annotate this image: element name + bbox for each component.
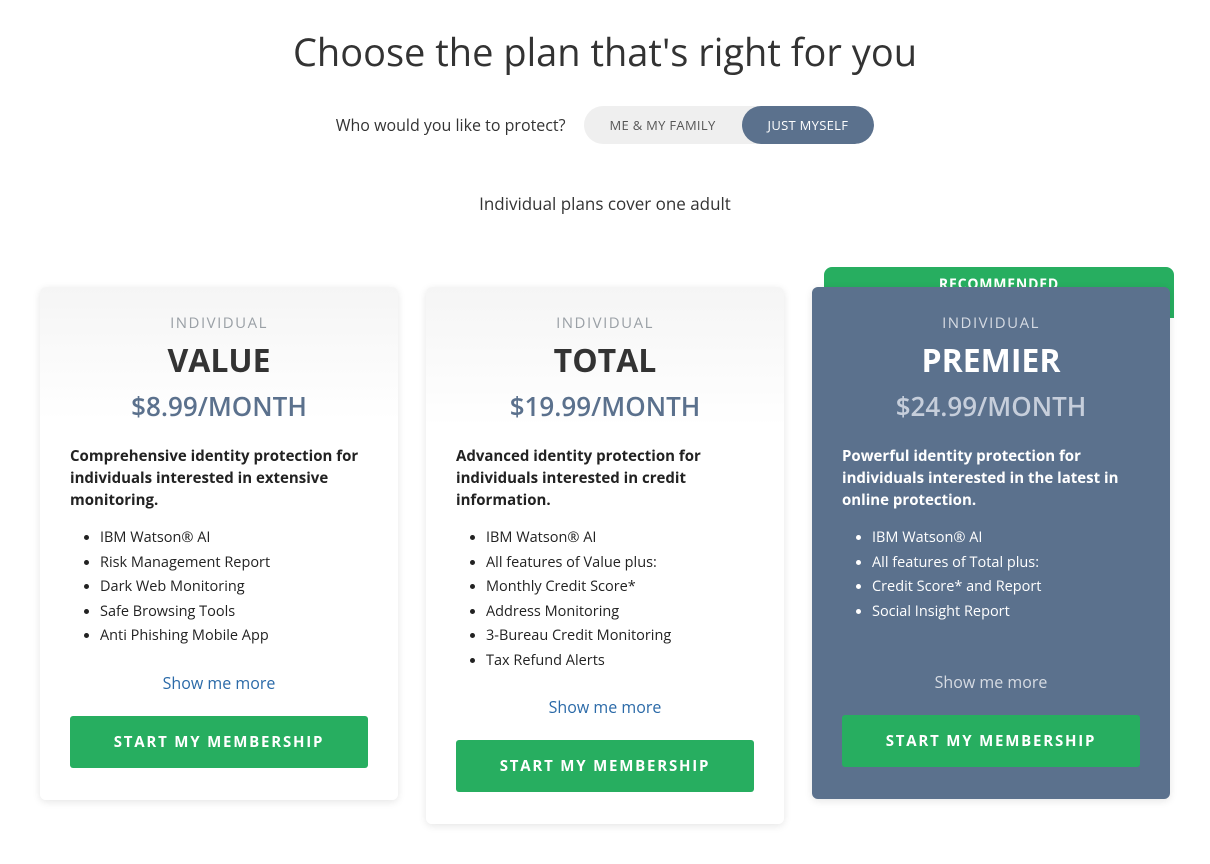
show-more-link[interactable]: Show me more	[70, 672, 368, 694]
plan-card-total-wrap: INDIVIDUAL TOTAL $19.99/MONTH Advanced i…	[426, 287, 784, 824]
plan-name: PREMIER	[842, 339, 1140, 382]
plan-price: $19.99/MONTH	[456, 388, 754, 424]
plan-desc: Powerful identity protection for individ…	[842, 446, 1140, 511]
feature-item: Dark Web Monitoring	[100, 576, 368, 598]
plan-price: $8.99/MONTH	[70, 388, 368, 424]
plan-name: TOTAL	[456, 339, 754, 382]
plan-tier: INDIVIDUAL	[842, 313, 1140, 333]
feature-item: Anti Phishing Mobile App	[100, 625, 368, 647]
start-membership-button[interactable]: START MY MEMBERSHIP	[456, 740, 754, 792]
feature-item: 3-Bureau Credit Monitoring	[486, 625, 754, 647]
plan-card-value: INDIVIDUAL VALUE $8.99/MONTH Comprehensi…	[40, 287, 398, 800]
plan-features: IBM Watson® AI All features of Value plu…	[456, 527, 754, 674]
page-title: Choose the plan that's right for you	[40, 26, 1170, 78]
feature-item: Monthly Credit Score*	[486, 576, 754, 598]
plan-cards: INDIVIDUAL VALUE $8.99/MONTH Comprehensi…	[40, 287, 1170, 824]
feature-item: Safe Browsing Tools	[100, 601, 368, 623]
plan-card-total: INDIVIDUAL TOTAL $19.99/MONTH Advanced i…	[426, 287, 784, 824]
plan-card-value-wrap: INDIVIDUAL VALUE $8.99/MONTH Comprehensi…	[40, 287, 398, 800]
start-membership-button[interactable]: START MY MEMBERSHIP	[842, 715, 1140, 767]
plan-name: VALUE	[70, 339, 368, 382]
audience-toggle: ME & MY FAMILY JUST MYSELF	[584, 106, 875, 144]
plan-price: $24.99/MONTH	[842, 388, 1140, 424]
toggle-family[interactable]: ME & MY FAMILY	[584, 106, 742, 144]
audience-selector: Who would you like to protect? ME & MY F…	[40, 106, 1170, 144]
plan-desc: Comprehensive identity protection for in…	[70, 446, 368, 511]
plan-features: IBM Watson® AI Risk Management Report Da…	[70, 527, 368, 649]
plan-desc: Advanced identity protection for individ…	[456, 446, 754, 511]
show-more-link[interactable]: Show me more	[456, 696, 754, 718]
feature-item: Credit Score* and Report	[872, 576, 1140, 598]
start-membership-button[interactable]: START MY MEMBERSHIP	[70, 716, 368, 768]
feature-item: All features of Value plus:	[486, 552, 754, 574]
plan-tier: INDIVIDUAL	[70, 313, 368, 333]
plan-features: IBM Watson® AI All features of Total plu…	[842, 527, 1140, 625]
feature-item: Tax Refund Alerts	[486, 650, 754, 672]
feature-item: All features of Total plus:	[872, 552, 1140, 574]
toggle-myself[interactable]: JUST MYSELF	[742, 106, 875, 144]
plan-subhead: Individual plans cover one adult	[40, 192, 1170, 215]
feature-item: IBM Watson® AI	[486, 527, 754, 549]
plan-card-premier: INDIVIDUAL PREMIER $24.99/MONTH Powerful…	[812, 287, 1170, 799]
plan-tier: INDIVIDUAL	[456, 313, 754, 333]
feature-item: Address Monitoring	[486, 601, 754, 623]
show-more-link[interactable]: Show me more	[842, 671, 1140, 693]
feature-item: Social Insight Report	[872, 601, 1140, 623]
pricing-page: Choose the plan that's right for you Who…	[0, 0, 1210, 864]
feature-item: Risk Management Report	[100, 552, 368, 574]
selector-label: Who would you like to protect?	[336, 114, 566, 136]
feature-item: IBM Watson® AI	[872, 527, 1140, 549]
feature-item: IBM Watson® AI	[100, 527, 368, 549]
plan-card-premier-wrap: RECOMMENDED INDIVIDUAL PREMIER $24.99/MO…	[812, 287, 1170, 799]
